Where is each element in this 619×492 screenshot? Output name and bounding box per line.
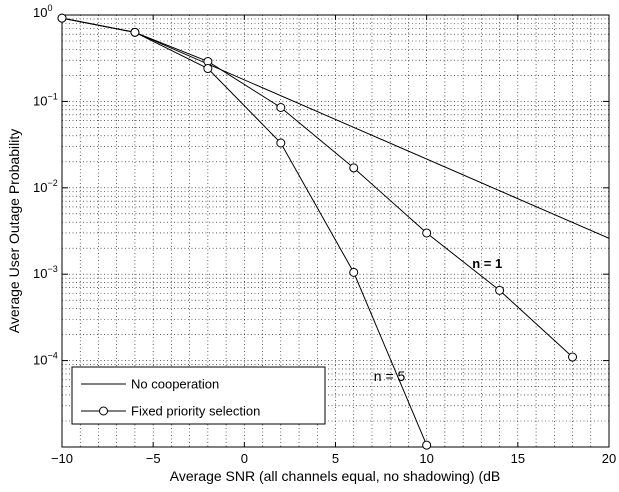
data-point-marker — [495, 285, 505, 295]
y-tick-label: 10−4 — [33, 351, 58, 368]
x-tick-label: −5 — [146, 451, 161, 466]
x-tick-label: 20 — [602, 451, 616, 466]
data-point-marker — [276, 138, 286, 148]
x-tick-label: 15 — [511, 451, 525, 466]
data-point-marker — [422, 440, 432, 450]
data-point-marker — [568, 352, 578, 362]
series-line — [62, 17, 428, 446]
y-axis-title: Average User Outage Probability — [6, 129, 22, 333]
x-tick-label: 10 — [419, 451, 433, 466]
y-tick-label: 10−3 — [33, 264, 58, 281]
data-point-marker — [276, 102, 286, 112]
data-point-marker — [57, 13, 67, 23]
legend-marker — [99, 406, 108, 416]
x-axis-title: Average SNR (all channels equal, no shad… — [170, 468, 501, 484]
annotation-label: n = 5 — [374, 368, 406, 384]
legend-entry-label: Fixed priority selection — [131, 404, 260, 419]
y-tick-label: 10−1 — [33, 91, 58, 108]
data-point-marker — [349, 267, 359, 277]
legend-box — [71, 366, 326, 425]
legend: No cooperation Fixed priority selection — [71, 366, 326, 425]
legend-entry-label: No cooperation — [131, 377, 219, 392]
series-line — [62, 17, 609, 239]
x-tick-label: −10 — [51, 451, 73, 466]
x-tick-label: 5 — [332, 451, 339, 466]
data-point-marker — [130, 27, 140, 37]
y-tick-label: 100 — [33, 3, 52, 20]
data-point-marker — [422, 228, 432, 238]
data-point-marker — [203, 64, 213, 74]
y-tick-label: 10−2 — [33, 178, 58, 195]
series-line — [62, 17, 573, 358]
data-point-marker — [349, 163, 359, 173]
annotation-label: n = 1 — [472, 256, 502, 271]
x-tick-label: 0 — [241, 451, 248, 466]
